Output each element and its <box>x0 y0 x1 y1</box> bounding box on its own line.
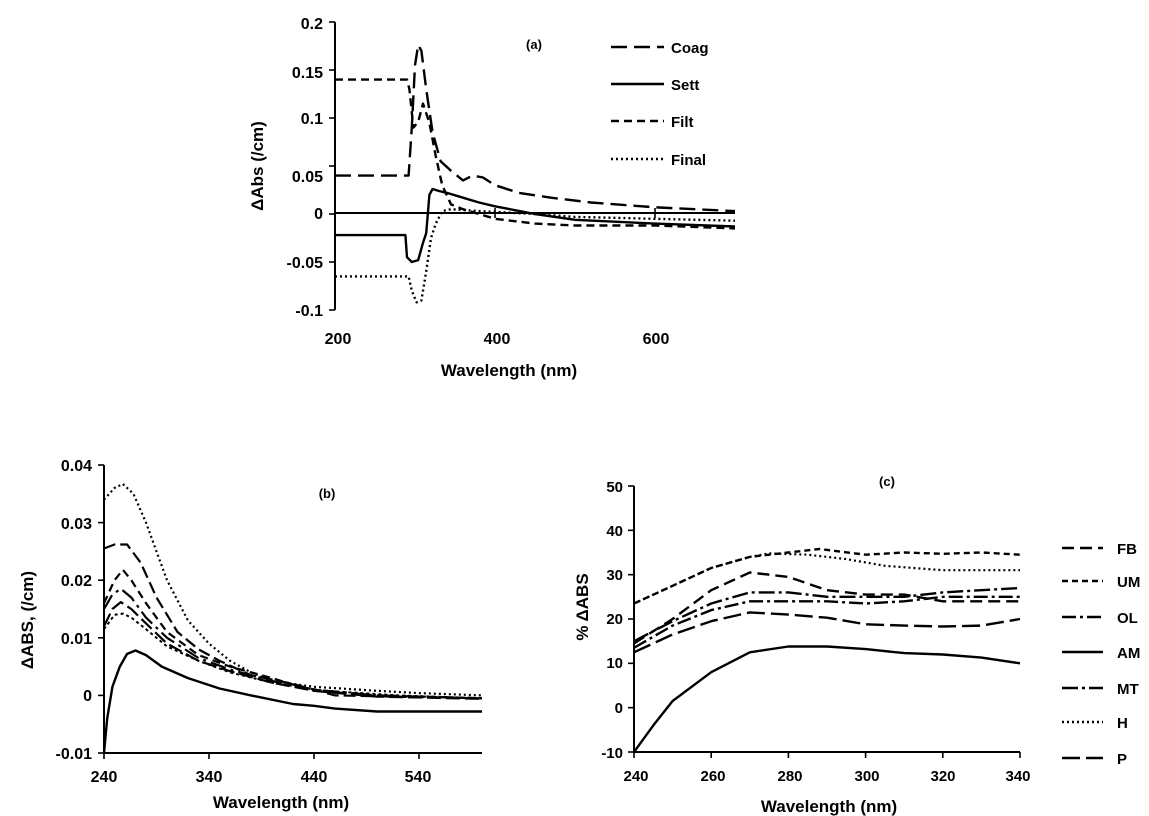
panel-b-label: (b) <box>319 486 336 501</box>
panel-a: 200 400 600 -0.1 -0.05 0 0.05 0.1 0.15 0… <box>248 16 736 380</box>
panel-a-label: (a) <box>526 37 542 52</box>
panel-a-y-axis-title: ΔAbs (/cm) <box>248 121 267 211</box>
panel-a-xtick-label: 600 <box>643 331 670 348</box>
panel-b-xtick-label: 340 <box>196 769 223 786</box>
panel-c-legend: FB UM OL AM MT H P <box>1062 541 1140 768</box>
panel-b-series-line-6 <box>103 612 483 700</box>
panel-a-xtick-label: 400 <box>484 331 511 348</box>
panel-c-y-axis-title: % ΔABS <box>573 573 592 640</box>
panel-c-ytick-label: 40 <box>606 523 623 540</box>
legend-label-mt: MT <box>1117 681 1139 698</box>
panel-c-xtick-label: 260 <box>700 768 725 785</box>
legend-label-fb: FB <box>1117 541 1137 558</box>
panel-c-series-line-um <box>633 547 1021 605</box>
panel-c-xtick-label: 280 <box>777 768 802 785</box>
panel-b-xtick-label: 240 <box>91 769 118 786</box>
panel-b-ytick-label: 0.03 <box>61 516 92 533</box>
panel-b-series-line-1 <box>103 482 483 697</box>
panel-b-y-axis-title: ΔABS, (/cm) <box>18 571 37 669</box>
panel-c-series-line-h <box>633 552 1020 605</box>
panel-c-series-line-mt <box>633 586 1021 643</box>
panel-c-xtick-label: 320 <box>930 768 955 785</box>
legend-label-am: AM <box>1117 645 1140 662</box>
legend-label-final: Final <box>671 152 706 169</box>
panel-a-xtick-label: 200 <box>325 331 352 348</box>
panel-c-xtick-label: 340 <box>1005 768 1030 785</box>
panel-c: 240 260 280 300 320 340 -10 0 10 20 30 4… <box>573 474 1140 816</box>
panel-a-x-axis-title: Wavelength (nm) <box>441 361 577 380</box>
legend-label-um: UM <box>1117 574 1140 591</box>
panel-c-xtick-label: 300 <box>854 768 879 785</box>
panel-a-series-line-coag <box>335 43 736 213</box>
panel-a-ticks <box>329 21 656 311</box>
panel-c-ytick-label: 0 <box>615 700 623 717</box>
panel-a-series-line-sett <box>335 187 736 264</box>
panel-b-ytick-label: 0.04 <box>61 458 92 475</box>
panel-b-series-line-7 <box>102 649 482 754</box>
panel-b-xtick-label: 540 <box>405 769 432 786</box>
panel-b-series-line-2 <box>103 543 483 700</box>
panel-c-series-line-ol <box>633 595 1020 649</box>
panel-c-x-axis-title: Wavelength (nm) <box>761 797 897 816</box>
legend-label-coag: Coag <box>671 40 709 57</box>
panel-c-label: (c) <box>879 474 895 489</box>
panel-c-series-line-am <box>633 645 1021 753</box>
panel-b-x-axis-title: Wavelength (nm) <box>213 793 349 812</box>
panel-b-ytick-label: 0.02 <box>61 573 92 590</box>
panel-b-ytick-label: -0.01 <box>56 746 93 763</box>
panel-c-ytick-label: -10 <box>601 745 623 762</box>
panel-a-series-line-filt <box>335 78 736 230</box>
legend-label-ol: OL <box>1117 610 1138 627</box>
panel-a-ytick-label: 0 <box>314 206 323 223</box>
legend-label-sett: Sett <box>671 77 699 94</box>
panel-c-ytick-label: 30 <box>606 567 623 584</box>
panel-c-ytick-label: 10 <box>606 655 623 672</box>
panel-c-ytick-label: 20 <box>606 611 623 628</box>
legend-label-p: P <box>1117 751 1127 768</box>
panel-a-ytick-label: 0.2 <box>301 16 323 33</box>
panel-c-ytick-label: 50 <box>606 479 623 496</box>
panel-a-ytick-label: 0.05 <box>292 169 323 186</box>
legend-label-filt: Filt <box>671 114 694 131</box>
panel-b-ticks <box>98 464 420 759</box>
panel-b: 240 340 440 540 -0.01 0 0.01 0.02 0.03 0… <box>18 458 483 812</box>
panel-c-series-line-p <box>633 611 1021 654</box>
panel-b-series-line-3 <box>102 568 483 700</box>
panel-c-ticks <box>628 485 1021 758</box>
panel-b-ytick-label: 0.01 <box>61 631 92 648</box>
panel-a-series <box>335 43 736 304</box>
panel-c-series-line-fb <box>633 571 1020 645</box>
panel-a-ytick-label: 0.1 <box>301 111 323 128</box>
panel-c-series <box>633 547 1021 753</box>
panel-a-legend: Coag Sett Filt Final <box>611 40 709 169</box>
panel-a-ytick-label: 0.15 <box>292 65 323 82</box>
panel-b-xtick-label: 440 <box>301 769 328 786</box>
panel-b-series <box>102 482 483 754</box>
panel-a-ytick-label: -0.05 <box>287 255 324 272</box>
panel-a-ytick-label: -0.1 <box>295 303 323 320</box>
panel-c-xtick-label: 240 <box>623 768 648 785</box>
legend-label-h: H <box>1117 715 1128 732</box>
panel-b-ytick-label: 0 <box>83 688 92 705</box>
